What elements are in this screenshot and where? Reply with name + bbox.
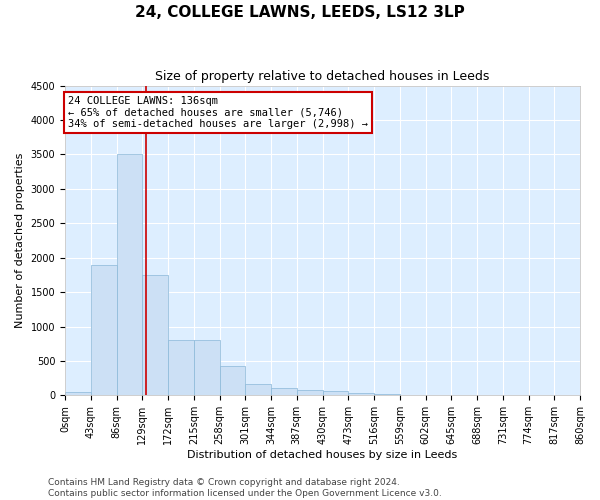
X-axis label: Distribution of detached houses by size in Leeds: Distribution of detached houses by size …: [187, 450, 458, 460]
Bar: [194, 340, 220, 396]
Bar: [348, 394, 374, 396]
Title: Size of property relative to detached houses in Leeds: Size of property relative to detached ho…: [155, 70, 490, 83]
Bar: [116, 154, 142, 396]
Text: Contains HM Land Registry data © Crown copyright and database right 2024.
Contai: Contains HM Land Registry data © Crown c…: [48, 478, 442, 498]
Bar: [65, 392, 91, 396]
Bar: [323, 391, 348, 396]
Bar: [220, 366, 245, 396]
Bar: [374, 394, 400, 396]
Bar: [91, 264, 116, 396]
Text: 24, COLLEGE LAWNS, LEEDS, LS12 3LP: 24, COLLEGE LAWNS, LEEDS, LS12 3LP: [135, 5, 465, 20]
Bar: [142, 275, 168, 396]
Text: 24 COLLEGE LAWNS: 136sqm
← 65% of detached houses are smaller (5,746)
34% of sem: 24 COLLEGE LAWNS: 136sqm ← 65% of detach…: [68, 96, 368, 129]
Bar: [168, 340, 194, 396]
Y-axis label: Number of detached properties: Number of detached properties: [15, 153, 25, 328]
Bar: [271, 388, 297, 396]
Bar: [245, 384, 271, 396]
Bar: [297, 390, 323, 396]
